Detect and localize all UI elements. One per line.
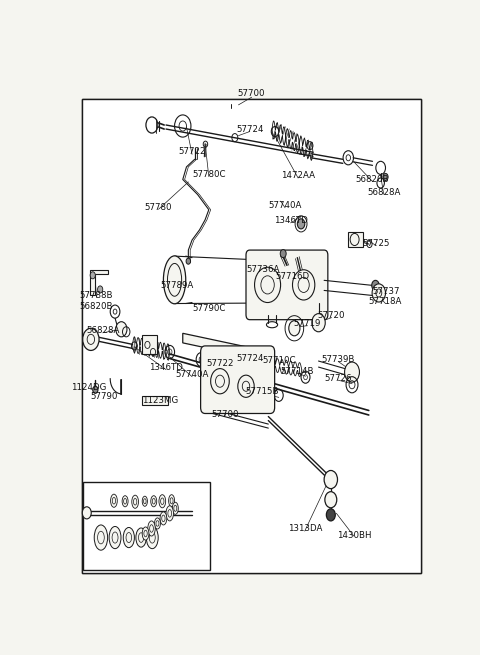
Text: 57718A: 57718A — [369, 297, 402, 306]
Text: 57725: 57725 — [362, 239, 390, 248]
Ellipse shape — [122, 496, 128, 507]
Circle shape — [211, 369, 229, 394]
Ellipse shape — [148, 521, 155, 536]
Text: 57780C: 57780C — [192, 170, 226, 179]
Text: 57736A: 57736A — [247, 265, 280, 274]
Ellipse shape — [109, 527, 121, 549]
Text: 1313DA: 1313DA — [288, 525, 322, 533]
Bar — [142, 335, 156, 354]
Text: 57737: 57737 — [373, 287, 400, 296]
Circle shape — [289, 321, 300, 336]
Circle shape — [116, 322, 127, 337]
Bar — [348, 233, 363, 246]
Circle shape — [324, 470, 337, 489]
Ellipse shape — [155, 518, 160, 529]
Ellipse shape — [123, 527, 134, 548]
Text: 57719: 57719 — [294, 319, 321, 328]
Text: 1124DG: 1124DG — [72, 383, 107, 392]
Circle shape — [280, 250, 286, 257]
Ellipse shape — [142, 496, 147, 506]
Text: 1472AA: 1472AA — [281, 171, 315, 180]
Text: 57714B: 57714B — [281, 367, 314, 375]
Circle shape — [325, 492, 337, 508]
Circle shape — [383, 174, 388, 181]
Text: 57739B: 57739B — [322, 355, 355, 364]
Text: 57710C: 57710C — [262, 356, 296, 365]
Ellipse shape — [132, 495, 139, 508]
Ellipse shape — [166, 506, 173, 521]
Ellipse shape — [160, 512, 167, 525]
Text: 57700: 57700 — [211, 410, 239, 419]
Text: 57724: 57724 — [236, 354, 264, 363]
Bar — [142, 396, 168, 405]
Text: 57780: 57780 — [145, 202, 172, 212]
Circle shape — [372, 284, 385, 302]
Text: 56828A: 56828A — [86, 326, 120, 335]
Text: 57726: 57726 — [324, 374, 352, 383]
Circle shape — [312, 314, 325, 332]
Circle shape — [238, 375, 254, 398]
Polygon shape — [183, 333, 261, 360]
Text: 56820B: 56820B — [356, 175, 389, 184]
Text: 57790: 57790 — [90, 392, 118, 401]
Text: 57700: 57700 — [238, 89, 265, 98]
Circle shape — [83, 507, 91, 519]
Text: 1346TD: 1346TD — [149, 363, 183, 372]
Ellipse shape — [168, 495, 175, 507]
Text: 1346TD: 1346TD — [274, 216, 308, 225]
Ellipse shape — [159, 495, 166, 508]
Circle shape — [83, 328, 99, 350]
Ellipse shape — [146, 527, 158, 549]
Text: 57790C: 57790C — [192, 303, 226, 312]
Text: 57740A: 57740A — [268, 201, 302, 210]
Circle shape — [93, 386, 98, 393]
Text: 57716D: 57716D — [276, 272, 310, 281]
Circle shape — [292, 270, 315, 300]
Text: 57724: 57724 — [236, 124, 264, 134]
Bar — [83, 482, 210, 571]
Text: 57789A: 57789A — [160, 281, 194, 290]
Polygon shape — [90, 271, 108, 295]
Circle shape — [186, 258, 191, 264]
Text: 56820B: 56820B — [80, 302, 113, 311]
Text: 57722: 57722 — [206, 358, 234, 367]
Text: 1123MG: 1123MG — [142, 396, 179, 405]
Text: 57715B: 57715B — [245, 387, 279, 396]
Ellipse shape — [163, 256, 186, 304]
Circle shape — [326, 509, 335, 521]
Text: 57740A: 57740A — [175, 370, 209, 379]
Text: 57720: 57720 — [318, 311, 345, 320]
Circle shape — [372, 280, 379, 290]
Ellipse shape — [136, 528, 146, 547]
Text: 56828A: 56828A — [367, 187, 400, 196]
Ellipse shape — [142, 527, 149, 540]
Circle shape — [90, 272, 96, 279]
Circle shape — [345, 362, 360, 383]
Circle shape — [254, 267, 281, 303]
FancyBboxPatch shape — [201, 346, 275, 413]
Ellipse shape — [151, 496, 156, 507]
Text: 1430BH: 1430BH — [336, 531, 371, 540]
Ellipse shape — [172, 502, 178, 514]
Ellipse shape — [94, 525, 108, 550]
Text: 57722: 57722 — [178, 147, 206, 157]
Circle shape — [297, 219, 305, 229]
Ellipse shape — [110, 494, 117, 507]
FancyBboxPatch shape — [246, 250, 328, 320]
Circle shape — [97, 286, 103, 293]
Text: 57788B: 57788B — [80, 291, 113, 300]
